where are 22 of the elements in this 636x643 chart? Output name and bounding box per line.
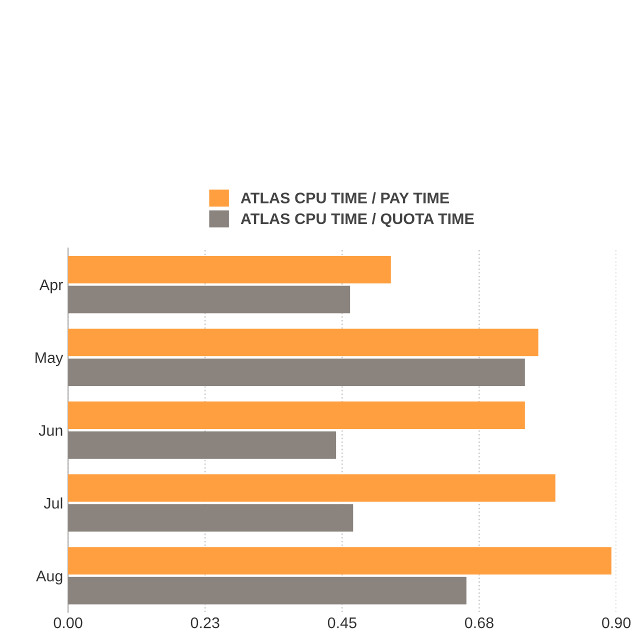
- x-tick-label: 0.23: [190, 617, 220, 628]
- bar: [68, 328, 538, 356]
- bar: [68, 286, 350, 314]
- bar: [68, 358, 525, 386]
- x-tick-label: 0.68: [464, 617, 494, 628]
- bar: [68, 474, 556, 502]
- y-tick-label: Jul: [44, 497, 62, 509]
- bar: [68, 402, 525, 429]
- x-tick-label: 0.00: [54, 617, 82, 628]
- legend-label: ATLAS CPU TIME / QUOTA TIME: [240, 212, 474, 228]
- y-tick-label: Apr: [39, 280, 63, 294]
- bar: [68, 547, 612, 575]
- y-tick-label: Jun: [38, 425, 62, 436]
- bar: [68, 576, 466, 604]
- y-tick-label: May: [36, 352, 64, 366]
- x-tick-label: 0.45: [328, 617, 356, 628]
- x-tick-label: 0.90: [602, 617, 631, 628]
- bar: [68, 504, 354, 532]
- y-tick-label: Aug: [36, 570, 62, 584]
- bar: [68, 256, 391, 284]
- legend-label: ATLAS CPU TIME / PAY TIME: [240, 192, 449, 204]
- bar: [68, 431, 336, 459]
